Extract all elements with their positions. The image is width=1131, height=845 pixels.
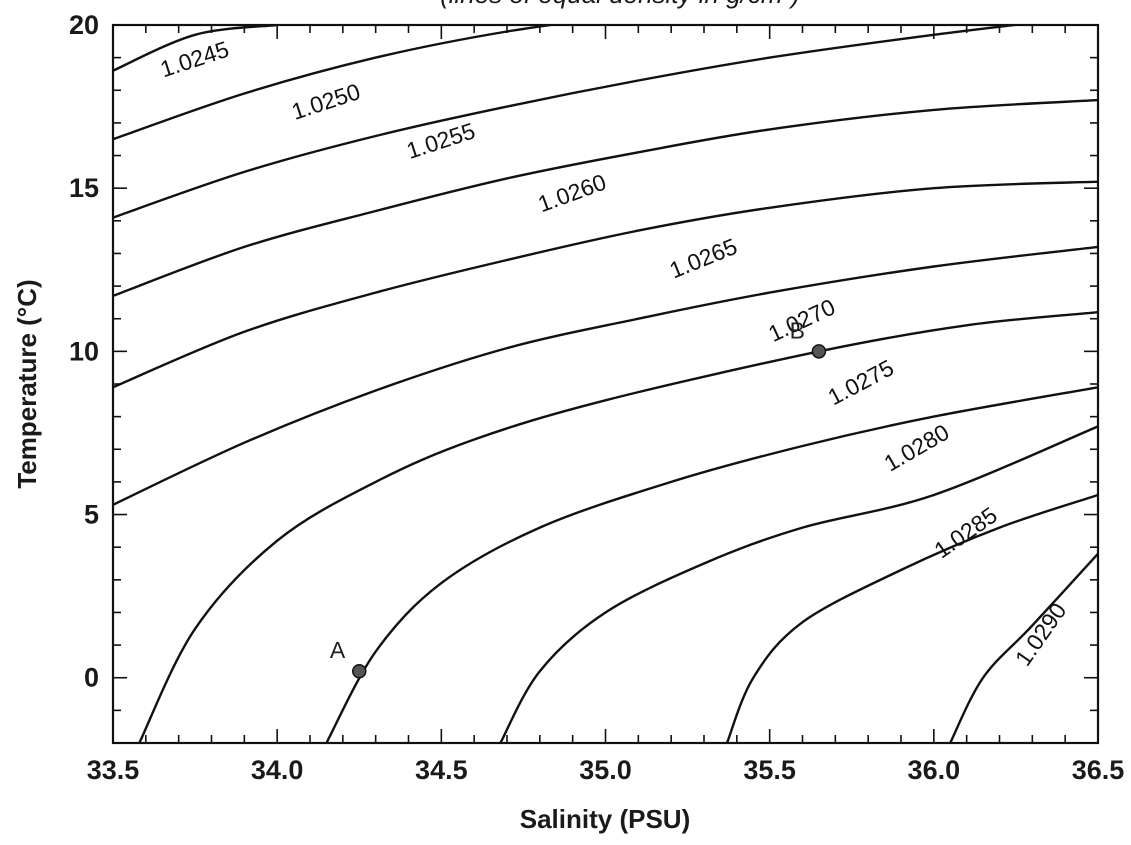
contour-label: 1.0280 [879, 419, 953, 477]
y-axis-label: Temperature (°C) [12, 279, 42, 488]
contour-line [113, 25, 559, 141]
contour-line [949, 552, 1098, 743]
x-tick-label: 34.5 [415, 755, 468, 785]
density-contours [113, 25, 1098, 743]
y-tick-label: 0 [84, 663, 99, 693]
contour-label: 1.0250 [288, 78, 363, 124]
plot-frame [111, 23, 1100, 745]
contour-label: 1.0245 [157, 36, 232, 82]
contour-line [138, 311, 1098, 743]
contour-line [725, 493, 1098, 743]
x-axis-label: Salinity (PSU) [520, 804, 690, 834]
point-label-a: A [330, 637, 346, 663]
x-tick-label: 35.5 [743, 755, 796, 785]
x-tick-label: 36.0 [908, 755, 961, 785]
contour-line [325, 386, 1098, 743]
x-tick-label: 35.0 [579, 755, 632, 785]
y-tick-label: 10 [69, 336, 99, 366]
contour-label: 1.0285 [929, 502, 1002, 564]
contour-line [113, 25, 278, 72]
y-tick-label: 5 [84, 500, 99, 530]
contour-line [113, 245, 1098, 506]
chart-title: (lines of equal density in g/cm³) [440, 0, 800, 9]
y-tick-label: 20 [69, 10, 99, 40]
point-marker-b [811, 344, 827, 359]
sample-points: AB [330, 317, 827, 679]
x-tick-label: 36.5 [1072, 755, 1125, 785]
contour-label: 1.0290 [1010, 598, 1072, 671]
point-marker-a [352, 663, 367, 679]
contour-label: 1.0260 [535, 169, 610, 217]
contour-label: 1.0255 [403, 117, 478, 163]
axis-ticks: 33.5 34.0 34.5 35.0 35.5 36.0 36.5 0 5 10 15 20 [69, 10, 1124, 785]
contour-line [113, 180, 1098, 389]
x-tick-label: 34.0 [251, 755, 304, 785]
x-tick-label: 33.5 [87, 755, 140, 785]
contour-label: 1.0275 [824, 354, 898, 410]
contour-labels: 1.02451.02501.02551.02601.02651.02701.02… [157, 36, 1071, 671]
contour-line [113, 25, 1025, 219]
contour-label: 1.0265 [666, 233, 741, 283]
point-label-b: B [790, 317, 805, 343]
contour-line [499, 425, 1098, 743]
contour-line [113, 98, 1098, 298]
y-tick-label: 15 [69, 173, 99, 203]
